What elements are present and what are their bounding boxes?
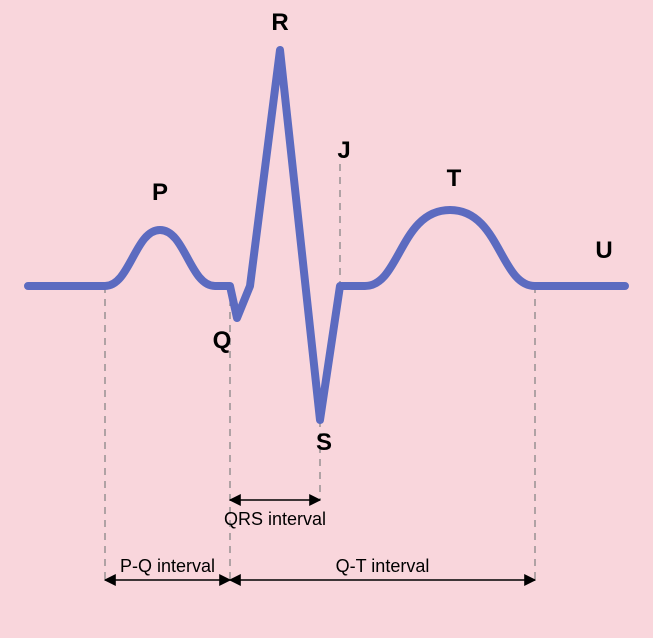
wave-label-j: J: [337, 137, 350, 164]
diagram-background: [0, 0, 653, 638]
wave-label-p: P: [152, 179, 168, 206]
wave-label-t: T: [447, 165, 462, 192]
wave-label-q: Q: [213, 327, 232, 354]
ecg-diagram: P R Q J S T U QRS interval P-Q interval Q-T inte…: [0, 0, 653, 638]
wave-label-r: R: [271, 9, 288, 36]
wave-label-u: U: [595, 237, 612, 264]
pq-interval-label: P-Q interval: [120, 556, 215, 576]
qrs-interval-label: QRS interval: [224, 509, 326, 529]
wave-label-s: S: [316, 429, 332, 456]
qt-interval-label: Q-T interval: [336, 556, 430, 576]
